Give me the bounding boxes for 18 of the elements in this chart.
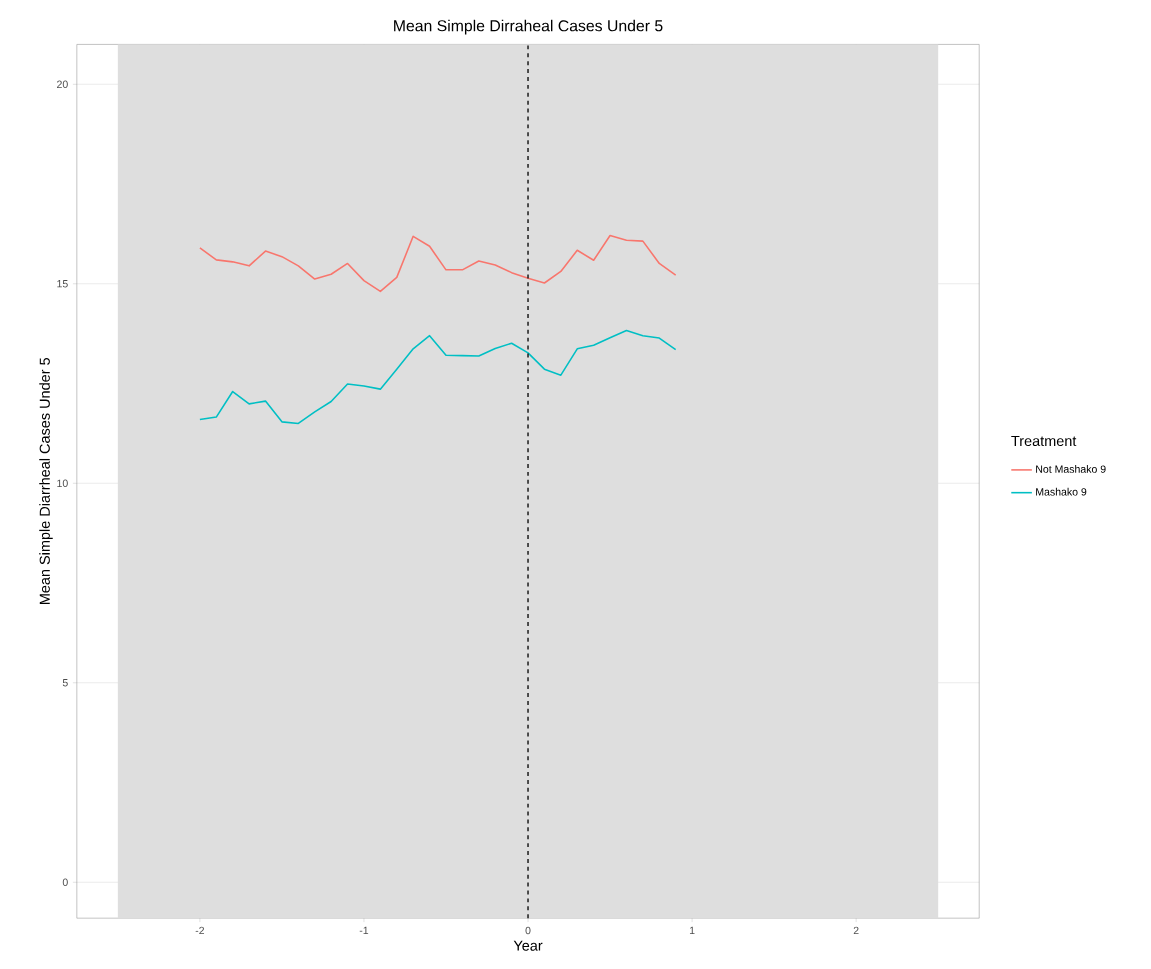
y-tick-label: 20 xyxy=(57,80,68,89)
y-axis-title: Mean Simple Diarrheal Cases Under 5 xyxy=(39,358,53,605)
x-axis-title: Year xyxy=(513,940,543,951)
x-tick-label: 2 xyxy=(853,927,859,935)
x-tick-label: -1 xyxy=(359,927,369,935)
y-tick-label: 10 xyxy=(57,479,68,488)
line-series xyxy=(199,234,677,293)
legend-label: Mashako 9 xyxy=(1036,488,1087,496)
chart-title: Mean Simple Dirraheal Cases Under 5 xyxy=(394,20,663,35)
legend-label: Not Mashako 9 xyxy=(1036,465,1106,474)
line-series xyxy=(199,329,677,425)
x-tick-label: -2 xyxy=(195,927,205,935)
x-tick-label: 1 xyxy=(689,927,695,935)
legend-title: Treatment xyxy=(1011,436,1077,447)
y-tick-label: 5 xyxy=(62,679,68,687)
x-tick-label: 0 xyxy=(525,927,531,935)
y-tick-label: 0 xyxy=(62,878,68,887)
y-tick-label: 15 xyxy=(57,280,68,288)
